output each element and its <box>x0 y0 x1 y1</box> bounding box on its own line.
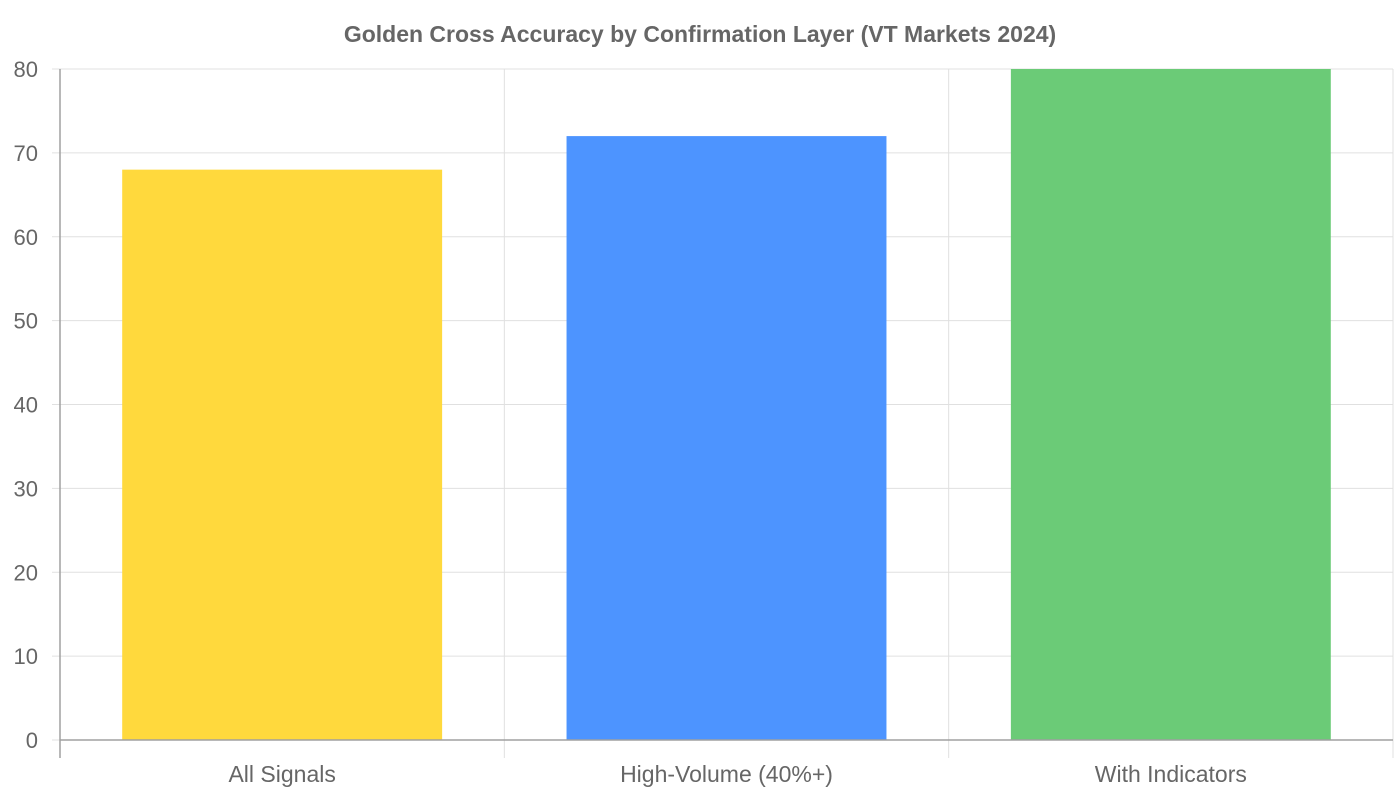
chart-title: Golden Cross Accuracy by Confirmation La… <box>344 21 1056 47</box>
bar <box>122 169 443 740</box>
x-axis-category-labels: All Signals High-Volume (40%+) With Indica… <box>228 761 1246 787</box>
y-tick-label: 80 <box>14 57 38 82</box>
y-tick-label: 50 <box>14 309 38 334</box>
bar <box>566 136 887 741</box>
axes <box>59 69 1393 758</box>
x-category-label: High-Volume (40%+) <box>620 761 833 787</box>
x-category-label: All Signals <box>228 761 335 787</box>
y-tick-label: 70 <box>14 141 38 166</box>
bar <box>1010 69 1331 740</box>
y-tick-label: 40 <box>14 393 38 418</box>
y-tick-label: 20 <box>14 560 38 585</box>
y-axis-tick-labels: 0 10 20 30 40 50 60 70 80 <box>14 57 38 753</box>
y-tick-label: 30 <box>14 476 38 501</box>
y-tick-label: 60 <box>14 225 38 250</box>
y-tick-label: 10 <box>14 644 38 669</box>
y-tick-label: 0 <box>26 728 38 753</box>
x-category-label: With Indicators <box>1095 761 1247 787</box>
bars <box>122 69 1331 741</box>
